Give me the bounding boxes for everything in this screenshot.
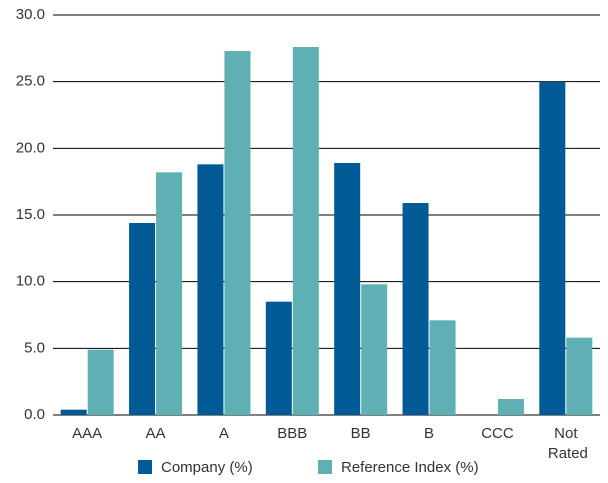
bar [156,172,183,415]
bar [361,284,388,415]
x-tick-label: A [219,425,229,442]
bar [197,164,224,415]
y-tick-label: 0.0 [24,406,45,423]
x-tick-label: CCC [481,425,514,442]
bar [224,51,251,415]
bar [265,301,292,415]
bar [497,399,524,415]
y-tick-label: 15.0 [16,206,45,223]
x-tick-label: AAA [72,425,102,442]
legend-label: Company (%) [161,459,253,476]
legend-label: Reference Index (%) [341,459,479,476]
bar [429,320,456,415]
y-tick-label: 20.0 [16,139,45,156]
bar [87,349,114,415]
y-tick-label: 5.0 [24,339,45,356]
bar [292,47,319,415]
bar [402,203,429,415]
y-tick-label: 25.0 [16,73,45,90]
bar [334,163,361,415]
x-tick-label: BB [351,425,371,442]
bar [566,337,593,415]
legend-swatch [318,460,332,474]
legend-swatch [138,460,152,474]
bar [129,223,156,415]
x-tick-label: B [424,425,434,442]
y-tick-label: 30.0 [16,6,45,23]
x-tick-label: Not Rated [544,425,588,462]
y-tick-label: 10.0 [16,273,45,290]
bar [539,81,566,416]
x-tick-label: AA [146,425,166,442]
bar [60,409,87,415]
x-tick-label: BBB [277,425,307,442]
